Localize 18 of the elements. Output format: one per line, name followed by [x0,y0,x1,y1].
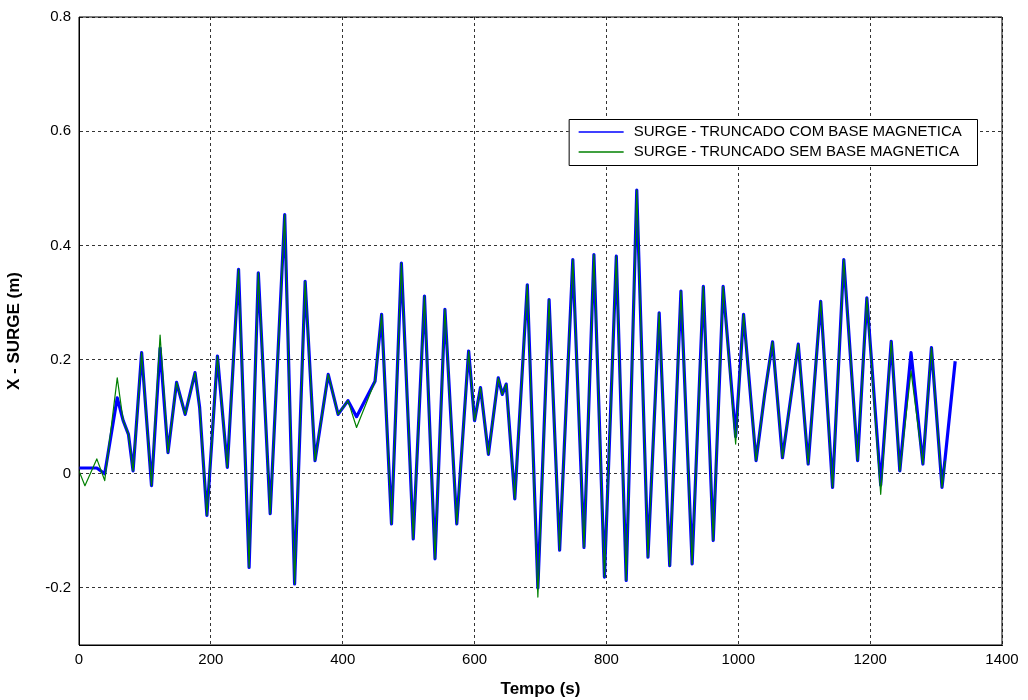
legend-label: SURGE - TRUNCADO SEM BASE MAGNETICA [633,142,960,160]
y-tick-label: 0 [62,463,71,481]
x-tick-label: 200 [198,650,224,668]
y-axis-title: X - SURGE (m) [3,271,23,391]
y-tick-label: 0.4 [50,235,71,253]
y-tick-label: 0.2 [50,349,71,367]
x-tick-label: 1000 [721,650,755,668]
x-tick-label: 600 [462,650,488,668]
legend-label: SURGE - TRUNCADO COM BASE MAGNETICA [633,122,962,140]
y-tick-label: -0.2 [45,578,71,596]
x-axis-title: Tempo (s) [500,679,581,699]
x-tick-label: 800 [593,650,619,668]
x-tick-label: 400 [330,650,356,668]
x-tick-label: 0 [74,650,84,668]
y-tick-label: 0.6 [50,121,71,139]
x-tick-label: 1200 [853,650,887,668]
y-tick-label: 0.8 [50,7,71,25]
x-tick-label: 1400 [985,650,1019,668]
